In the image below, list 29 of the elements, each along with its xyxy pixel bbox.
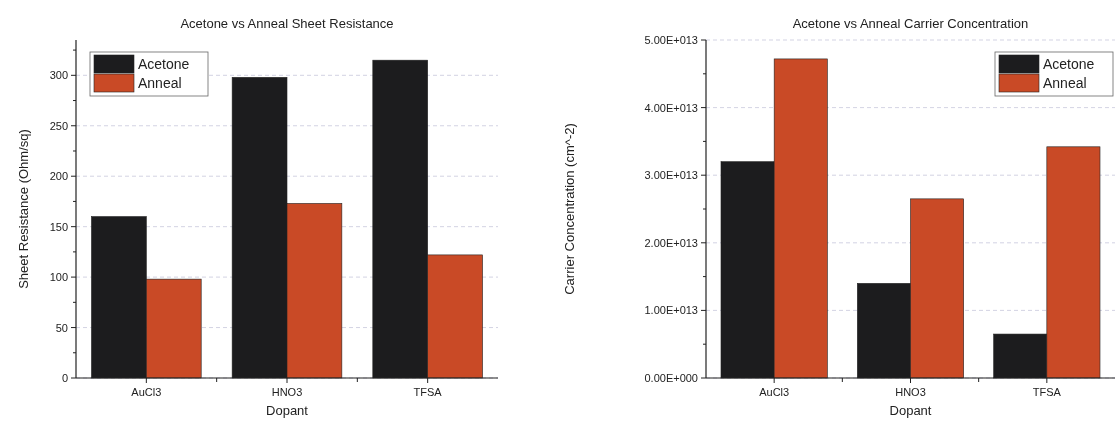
x-axis-title: Dopant [266, 403, 309, 418]
legend-label: Anneal [138, 75, 182, 91]
y-tick-label: 300 [49, 69, 68, 82]
legend-label: Acetone [1043, 56, 1095, 72]
y-tick-label: 3.00E+013 [644, 169, 698, 182]
x-tick-label: AuCl3 [759, 386, 790, 398]
x-axis-title: Dopant [889, 403, 932, 418]
y-tick-label: 2.00E+013 [644, 236, 698, 249]
y-tick-label: 5.00E+013 [644, 34, 698, 46]
chart-title: Acetone vs Anneal Carrier Concentration [792, 16, 1029, 31]
y-tick-label: 50 [55, 321, 68, 334]
legend-label: Acetone [138, 56, 190, 72]
y-tick-label: 0.00E+000 [644, 372, 698, 384]
y-tick-label: 200 [49, 170, 68, 183]
y-tick-label: 0 [61, 372, 68, 384]
chart-title: Acetone vs Anneal Sheet Resistance [180, 16, 394, 31]
x-tick-label: TFSA [1032, 386, 1062, 398]
y-tick-label: 1.00E+013 [644, 304, 698, 317]
x-tick-label: HNO3 [271, 386, 303, 398]
legend-label: Anneal [1043, 75, 1087, 91]
y-tick-label: 4.00E+013 [644, 101, 698, 114]
y-tick-label: 100 [49, 271, 68, 284]
y-axis-title: Sheet Resistance (Ohm/sq) [16, 129, 31, 289]
y-tick-label: 250 [49, 119, 68, 132]
y-tick-label: 150 [49, 220, 68, 233]
x-tick-label: HNO3 [895, 386, 926, 398]
x-tick-label: TFSA [413, 386, 443, 398]
x-tick-label: AuCl3 [131, 386, 162, 398]
y-axis-title: Carrier Concentration (cm^-2) [562, 123, 577, 295]
